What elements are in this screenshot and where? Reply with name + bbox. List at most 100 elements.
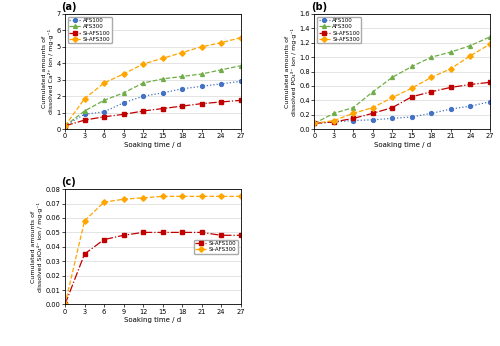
X-axis label: Soaking time / d: Soaking time / d [124,317,182,324]
AFS300 [198,72,204,76]
AFS100 [428,111,434,116]
AFS100 [101,110,107,114]
AFS100 [82,112,87,116]
Si-AFS100 [218,233,224,237]
Si-AFS100 [82,252,87,256]
Si-AFS300 [120,72,126,76]
AFS100 [370,118,376,122]
Si-AFS100 [101,237,107,242]
Si-AFS300 [331,118,337,122]
Si-AFS100 [140,230,146,235]
Line: Si-AFS300: Si-AFS300 [63,194,242,307]
Legend: Si-AFS100, Si-AFS300: Si-AFS100, Si-AFS300 [194,239,238,254]
Si-AFS100 [198,230,204,235]
AFS300 [238,64,244,68]
Text: (a): (a) [62,1,77,11]
Si-AFS300 [120,197,126,201]
AFS300 [448,50,454,54]
Si-AFS300 [160,194,166,198]
AFS100 [198,84,204,89]
AFS100 [448,107,454,111]
Si-AFS300 [62,124,68,128]
AFS100 [312,121,318,126]
Si-AFS100 [218,100,224,104]
AFS300 [120,91,126,95]
Si-AFS300 [218,40,224,45]
Line: Si-AFS100: Si-AFS100 [63,98,242,128]
Si-AFS300 [350,111,356,116]
AFS300 [487,35,493,39]
Si-AFS100 [101,115,107,119]
Line: Si-AFS300: Si-AFS300 [63,36,242,128]
X-axis label: Soaking time / d: Soaking time / d [124,142,182,148]
Si-AFS100 [370,111,376,116]
Si-AFS300 [82,97,87,101]
Si-AFS300 [82,219,87,223]
Si-AFS100 [238,233,244,237]
Si-AFS300 [198,194,204,198]
AFS100 [468,104,473,108]
AFS100 [487,100,493,104]
AFS300 [331,111,337,116]
Si-AFS300 [179,194,185,198]
Si-AFS300 [238,36,244,40]
Si-AFS100 [160,230,166,235]
Si-AFS300 [428,75,434,79]
Si-AFS300 [238,194,244,198]
Line: Si-AFS100: Si-AFS100 [63,230,242,307]
AFS300 [62,124,68,128]
Y-axis label: Cumulated amounts of
dissolved PO₄³⁻ ion / mg·g⁻¹: Cumulated amounts of dissolved PO₄³⁻ ion… [285,27,297,116]
Si-AFS100 [198,102,204,106]
AFS100 [409,115,415,119]
AFS300 [370,90,376,94]
Line: Si-AFS300: Si-AFS300 [312,42,492,125]
Si-AFS100 [238,98,244,102]
Si-AFS300 [487,42,493,46]
AFS300 [312,121,318,126]
AFS300 [160,77,166,81]
Si-AFS300 [468,54,473,58]
AFS300 [179,74,185,79]
Si-AFS300 [312,121,318,126]
Si-AFS100 [179,104,185,108]
Si-AFS300 [448,66,454,71]
Si-AFS100 [120,233,126,237]
AFS100 [390,116,396,120]
Si-AFS100 [448,85,454,90]
AFS300 [409,64,415,69]
Si-AFS300 [218,194,224,198]
Si-AFS100 [331,120,337,124]
Text: (b): (b) [311,1,327,11]
Si-AFS300 [101,200,107,204]
Si-AFS100 [409,95,415,99]
Si-AFS300 [409,86,415,90]
Si-AFS100 [312,121,318,126]
Si-AFS300 [370,106,376,110]
Si-AFS300 [160,56,166,61]
AFS300 [101,98,107,102]
Si-AFS100 [468,82,473,86]
X-axis label: Soaking time / d: Soaking time / d [374,142,431,148]
AFS300 [390,75,396,79]
Line: Si-AFS100: Si-AFS100 [312,80,492,125]
Si-AFS100 [62,302,68,307]
Text: (c): (c) [62,177,76,187]
Si-AFS100 [350,116,356,120]
Si-AFS300 [179,51,185,55]
Si-AFS300 [390,95,396,100]
Y-axis label: Cumulated amounts of
dissolved SiO₄⁴⁻ ion / mg·g⁻¹: Cumulated amounts of dissolved SiO₄⁴⁻ io… [31,202,43,292]
Si-AFS100 [179,230,185,235]
AFS100 [331,120,337,124]
AFS100 [218,82,224,86]
AFS300 [350,106,356,110]
Y-axis label: Cumulated amounts of
dissolved Ca²⁺ ion / mg·g⁻¹: Cumulated amounts of dissolved Ca²⁺ ion … [42,29,54,114]
Si-AFS300 [62,302,68,307]
Si-AFS100 [160,107,166,111]
Legend: AFS100, AFS300, Si-AFS100, Si-AFS300: AFS100, AFS300, Si-AFS100, Si-AFS300 [317,17,362,43]
AFS100 [62,124,68,128]
Si-AFS100 [487,80,493,84]
AFS300 [82,109,87,113]
Line: AFS100: AFS100 [63,80,242,128]
Si-AFS300 [140,196,146,200]
Line: AFS300: AFS300 [312,35,492,125]
